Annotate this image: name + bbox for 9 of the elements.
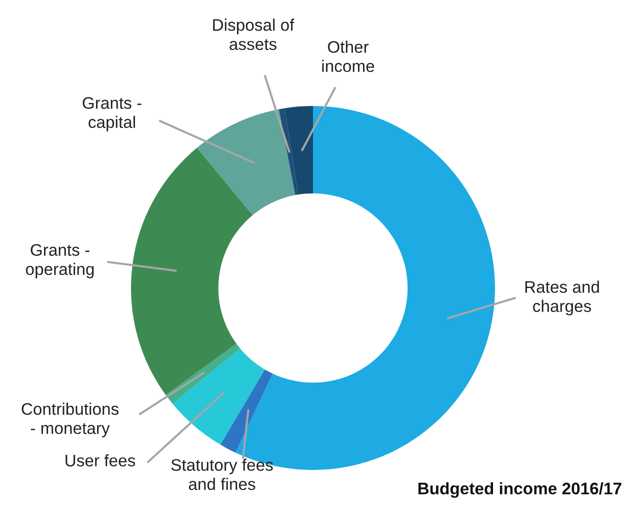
slice-label: Grants - operating: [26, 244, 94, 278]
slice-label: Other income: [322, 40, 374, 72]
slice-label: Contributions - monetary: [22, 402, 118, 438]
slice-label: Disposal of assets: [213, 18, 294, 50]
slice-label: Statutory fees and fines: [171, 458, 273, 490]
text: Budgeted income 2016/17: [418, 482, 622, 498]
slice-label: User fees: [66, 454, 136, 466]
slice-label: Grants - capital: [82, 97, 142, 132]
slice-label: Rates and charges: [525, 280, 599, 316]
